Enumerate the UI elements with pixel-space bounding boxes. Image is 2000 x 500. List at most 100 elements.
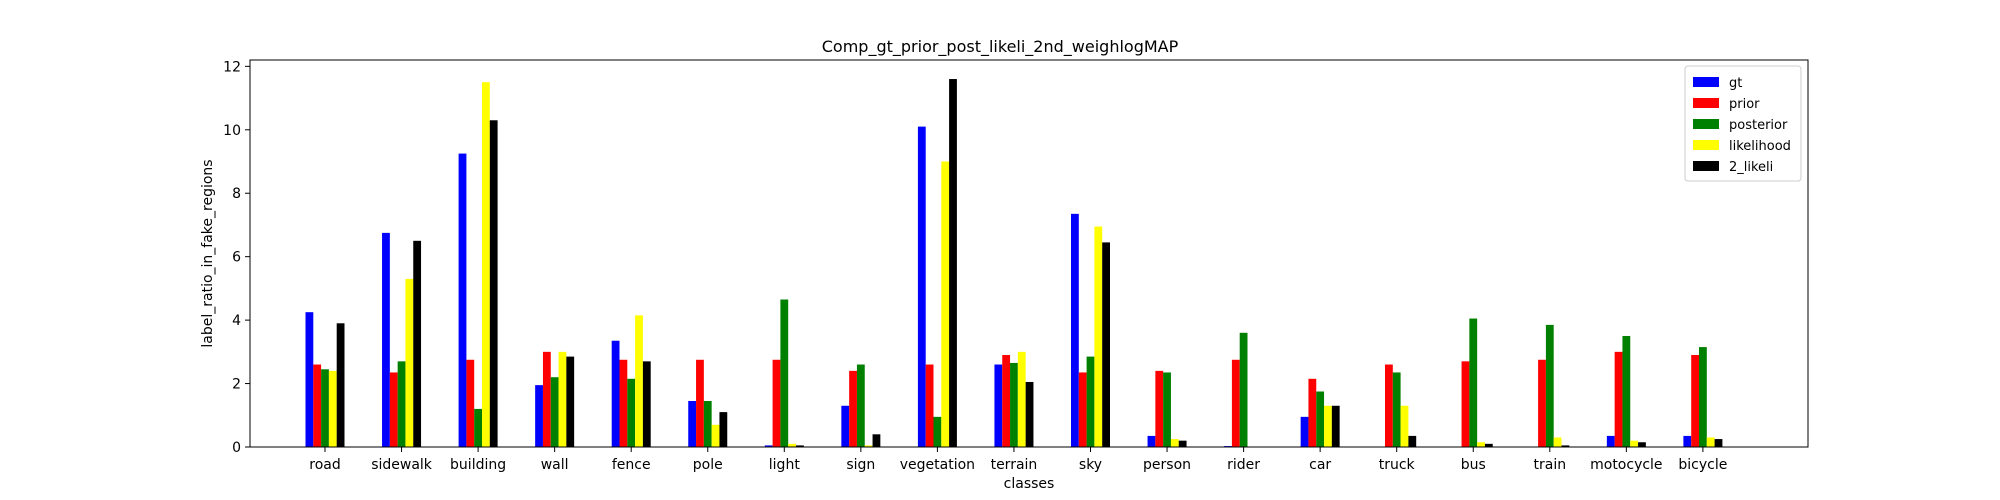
bar-gt-sky: [1071, 213, 1079, 447]
bar-prior-motocycle: [1614, 351, 1623, 447]
bar-2_likeli-building: [489, 120, 498, 448]
legend-swatch-2_likeli: [1693, 161, 1719, 171]
bar-likelihood-sign: [864, 445, 873, 447]
x-tick-label-motocycle: motocycle: [1590, 457, 1662, 473]
x-tick-label-bicycle: bicycle: [1678, 457, 1727, 473]
bar-prior-vegetation: [925, 364, 934, 447]
bar-gt-sign: [841, 405, 850, 447]
bar-posterior-motocycle: [1622, 335, 1631, 447]
bar-2_likeli-train: [1561, 445, 1570, 447]
bar-gt-wall: [535, 385, 543, 447]
bar-2_likeli-person: [1178, 440, 1187, 447]
bar-likelihood-person: [1170, 439, 1179, 447]
x-tick-label-truck: truck: [1379, 457, 1416, 473]
bar-posterior-sidewalk: [397, 361, 406, 447]
bar-2_likeli-fence: [642, 361, 651, 447]
y-tick-label: 2: [232, 377, 241, 393]
x-tick-label-bus: bus: [1461, 457, 1486, 473]
bar-gt-person: [1147, 435, 1156, 447]
bar-posterior-vegetation: [933, 416, 942, 447]
bar-likelihood-terrain: [1017, 351, 1026, 447]
bar-likelihood-light: [788, 443, 796, 447]
x-tick-label-rider: rider: [1227, 457, 1260, 473]
bar-posterior-pole: [703, 401, 712, 447]
legend-swatch-prior: [1693, 98, 1719, 108]
bar-likelihood-road: [328, 370, 337, 447]
bar-likelihood-pole: [711, 424, 720, 447]
bar-prior-building: [466, 359, 475, 447]
bar-prior-road: [313, 364, 322, 447]
bar-prior-car: [1308, 378, 1317, 447]
x-axis: road sidewalk building wall fence pole light si…: [309, 447, 1727, 473]
legend-label-2_likeli: 2_likeli: [1729, 160, 1773, 175]
bar-posterior-sign: [856, 364, 865, 447]
x-tick-label-pole: pole: [693, 457, 723, 473]
bar-posterior-rider: [1239, 332, 1248, 447]
bar-2_likeli-terrain: [1025, 381, 1034, 447]
bar-prior-fence: [619, 359, 628, 447]
bar-2_likeli-road: [336, 323, 345, 447]
bar-likelihood-train: [1553, 437, 1562, 447]
x-tick-label-light: light: [769, 457, 801, 473]
x-tick-label-sign: sign: [846, 457, 875, 473]
bar-prior-person: [1155, 370, 1164, 447]
y-tick-label: 0: [232, 440, 241, 456]
bar-2_likeli-motocycle: [1638, 442, 1646, 447]
bar-2_likeli-truck: [1408, 435, 1417, 447]
x-axis-label: classes: [1004, 476, 1055, 492]
x-tick-label-building: building: [450, 457, 506, 473]
bar-posterior-truck: [1392, 372, 1401, 447]
legend-swatch-gt: [1693, 77, 1719, 87]
bar-2_likeli-car: [1331, 405, 1340, 447]
x-tick-label-terrain: terrain: [991, 457, 1038, 473]
bar-posterior-terrain: [1010, 362, 1018, 447]
bar-prior-pole: [696, 359, 704, 447]
bar-posterior-car: [1316, 391, 1325, 447]
bar-2_likeli-sky: [1102, 242, 1110, 447]
bar-likelihood-fence: [635, 315, 643, 447]
bar-2_likeli-sidewalk: [413, 240, 422, 447]
x-tick-label-road: road: [309, 457, 340, 473]
bar-prior-terrain: [1002, 355, 1011, 447]
bar-gt-building: [458, 153, 467, 447]
bar-prior-bus: [1461, 361, 1470, 447]
legend: gt prior posterior likelihood 2_likeli: [1684, 65, 1802, 182]
bar-2_likeli-light: [796, 445, 804, 447]
y-tick-label: 6: [232, 250, 241, 266]
legend-label-prior: prior: [1729, 97, 1760, 112]
bar-likelihood-truck: [1400, 405, 1409, 447]
bar-gt-fence: [611, 340, 620, 447]
bar-gt-sidewalk: [382, 232, 390, 447]
bar-posterior-train: [1545, 324, 1554, 447]
x-tick-label-sky: sky: [1079, 457, 1102, 473]
bar-gt-pole: [688, 401, 697, 447]
bar-prior-sky: [1078, 372, 1087, 447]
bar-prior-sidewalk: [389, 372, 398, 447]
y-tick-label: 4: [232, 313, 241, 329]
bar-gt-vegetation: [917, 126, 926, 448]
bar-likelihood-vegetation: [941, 161, 950, 447]
bar-gt-car: [1300, 416, 1309, 447]
bar-likelihood-sky: [1094, 226, 1103, 447]
bar-posterior-wall: [550, 377, 559, 447]
bar-prior-wall: [542, 351, 551, 447]
bar-2_likeli-pole: [719, 412, 728, 447]
bar-posterior-bicycle: [1699, 347, 1707, 447]
y-axis-label: label_ratio_in_fake_regions: [200, 159, 216, 347]
bar-2_likeli-bus: [1484, 443, 1493, 447]
bar-posterior-fence: [627, 378, 636, 447]
y-tick-label: 12: [223, 59, 241, 75]
plot-frame: [249, 59, 1809, 448]
y-axis: 0 2 4 6 8 10 12: [223, 59, 250, 456]
bar-prior-rider: [1231, 359, 1240, 447]
bar-posterior-road: [321, 369, 329, 447]
x-tick-label-fence: fence: [612, 457, 651, 473]
bar-prior-sign: [849, 370, 857, 447]
bar-2_likeli-vegetation: [949, 79, 957, 447]
x-tick-label-sidewalk: sidewalk: [371, 457, 433, 473]
bar-likelihood-sidewalk: [405, 278, 414, 447]
bar-likelihood-motocycle: [1630, 440, 1639, 447]
bar-2_likeli-sign: [872, 434, 881, 447]
bar-likelihood-wall: [558, 351, 567, 447]
